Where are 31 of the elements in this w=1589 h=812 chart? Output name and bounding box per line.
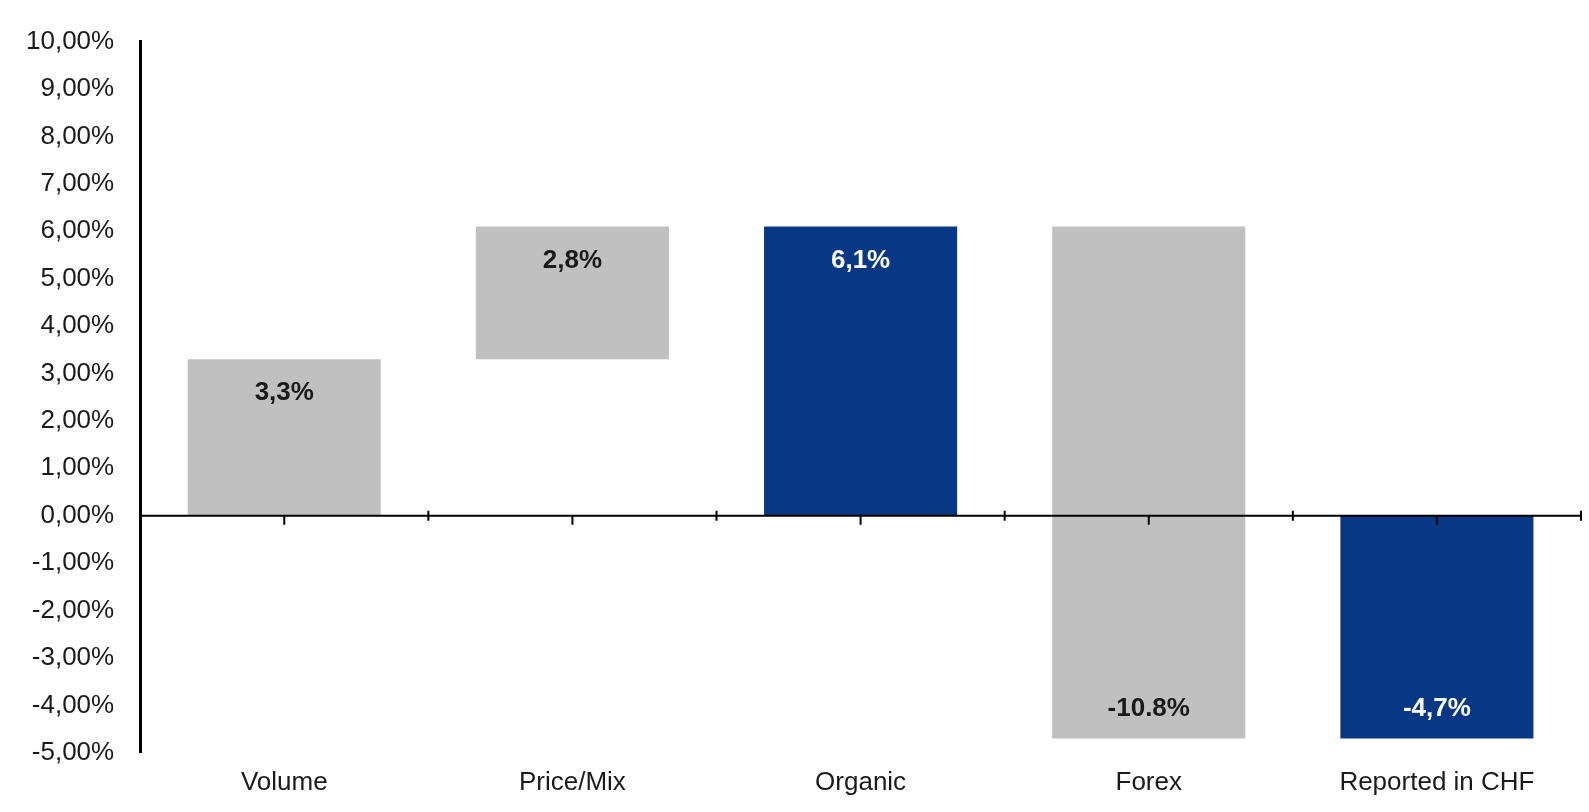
- bar: [187, 359, 381, 516]
- y-tick-label: 3,00%: [40, 356, 115, 387]
- data-label: -4,7%: [1402, 691, 1471, 722]
- y-tick-label: -2,00%: [31, 593, 115, 624]
- x-tick-label: Forex: [1115, 765, 1182, 796]
- data-label: 3,3%: [254, 376, 314, 407]
- y-tick-label: 10,00%: [25, 24, 115, 55]
- y-tick-label: 1,00%: [40, 451, 115, 482]
- y-tick-label: -5,00%: [31, 735, 115, 766]
- y-tick-label: 6,00%: [40, 214, 115, 245]
- y-tick-label: -3,00%: [31, 641, 115, 672]
- y-tick-label: 9,00%: [40, 72, 115, 103]
- bar: [764, 226, 958, 516]
- y-tick-label: 8,00%: [40, 119, 115, 150]
- bar: [1340, 515, 1534, 739]
- x-tick-label: Organic: [815, 765, 907, 796]
- y-tick-label: 7,00%: [40, 167, 115, 198]
- y-tick-label: -4,00%: [31, 688, 115, 719]
- data-label: -10.8%: [1107, 691, 1190, 722]
- x-tick-label: Volume: [240, 765, 328, 796]
- bar: [475, 226, 669, 360]
- y-tick-label: 0,00%: [40, 498, 115, 529]
- y-tick-label: 5,00%: [40, 261, 115, 292]
- x-tick-label: Reported in CHF: [1339, 765, 1535, 796]
- x-tick-label: Price/Mix: [518, 765, 626, 796]
- data-label: 2,8%: [542, 243, 603, 274]
- y-tick-label: 2,00%: [40, 404, 115, 435]
- data-label: 6,1%: [830, 243, 891, 274]
- y-tick-label: -1,00%: [31, 546, 115, 577]
- y-tick-label: 4,00%: [40, 309, 115, 340]
- bar: [1052, 226, 1246, 739]
